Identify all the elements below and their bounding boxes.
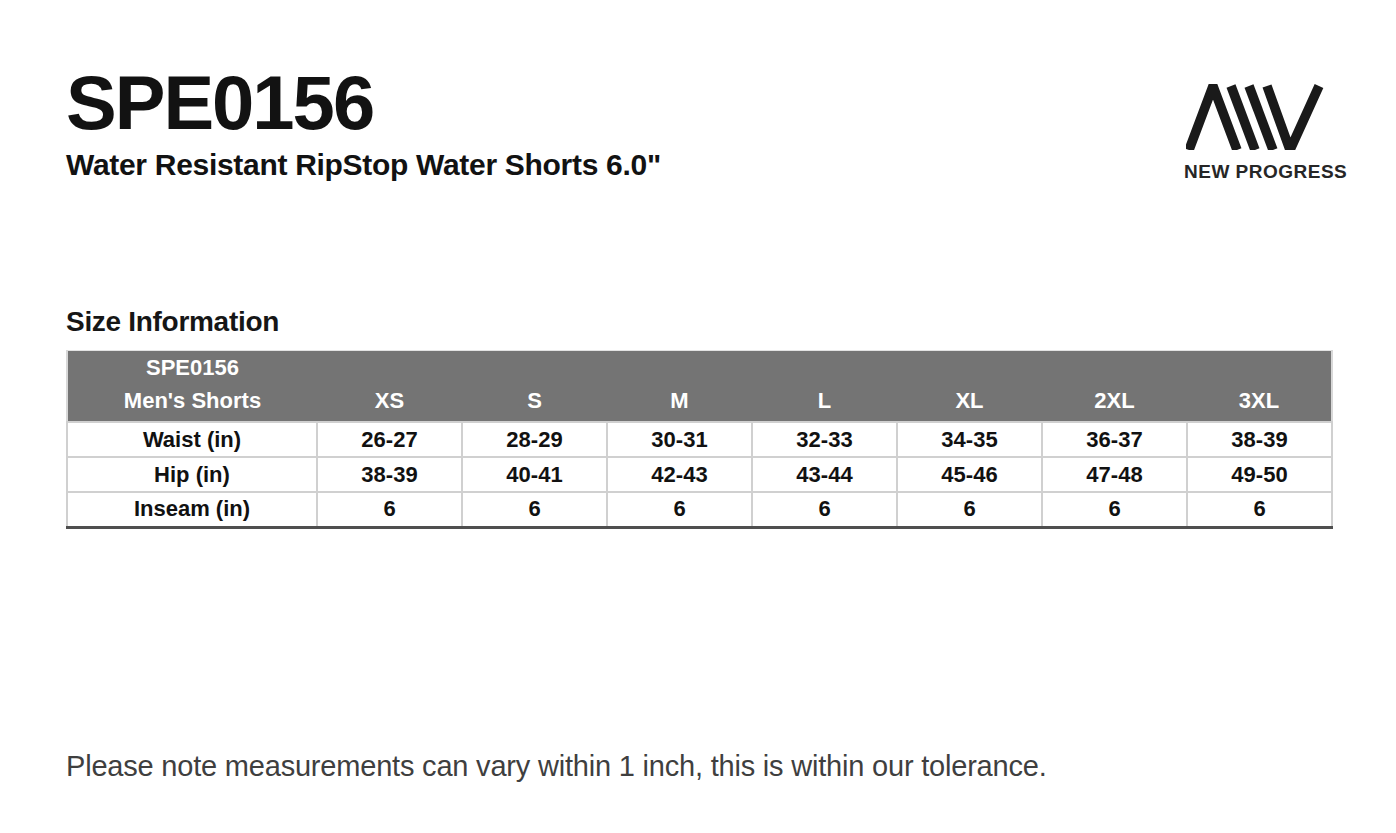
column-header-l: L <box>752 351 897 423</box>
tolerance-note: Please note measurements can vary within… <box>66 750 1047 783</box>
table-cell: 6 <box>1042 492 1187 527</box>
table-cell: 47-48 <box>1042 457 1187 492</box>
table-cell: 38-39 <box>1187 422 1332 457</box>
brand-name: NEW PROGRESS <box>1184 161 1334 183</box>
table-cell: 6 <box>317 492 462 527</box>
diagonal-stripes-logo-icon <box>1186 84 1332 150</box>
product-name: Water Resistant RipStop Water Shorts 6.0… <box>66 148 661 182</box>
row-label-waist: Waist (in) <box>67 422 317 457</box>
table-corner-cell: SPE0156 Men's Shorts <box>67 351 317 423</box>
table-cell: 6 <box>1187 492 1332 527</box>
product-title-block: SPE0156 Water Resistant RipStop Water Sh… <box>66 62 661 182</box>
product-code: SPE0156 <box>66 62 661 144</box>
column-header-s: S <box>462 351 607 423</box>
table-cell: 26-27 <box>317 422 462 457</box>
table-cell: 6 <box>897 492 1042 527</box>
table-row-inseam: Inseam (in) 6 6 6 6 6 6 6 <box>67 492 1332 527</box>
corner-product-code: SPE0156 <box>68 355 317 381</box>
size-table: SPE0156 Men's Shorts XS S M L XL 2XL 3XL… <box>66 350 1333 529</box>
column-header-3xl: 3XL <box>1187 351 1332 423</box>
column-header-2xl: 2XL <box>1042 351 1187 423</box>
table-cell: 38-39 <box>317 457 462 492</box>
table-cell: 6 <box>462 492 607 527</box>
table-cell: 42-43 <box>607 457 752 492</box>
table-cell: 34-35 <box>897 422 1042 457</box>
table-row-waist: Waist (in) 26-27 28-29 30-31 32-33 34-35… <box>67 422 1332 457</box>
table-cell: 32-33 <box>752 422 897 457</box>
table-cell: 28-29 <box>462 422 607 457</box>
table-cell: 36-37 <box>1042 422 1187 457</box>
corner-category: Men's Shorts <box>68 388 317 414</box>
size-chart-page: SPE0156 Water Resistant RipStop Water Sh… <box>0 0 1396 833</box>
column-header-m: M <box>607 351 752 423</box>
row-label-hip: Hip (in) <box>67 457 317 492</box>
row-label-inseam: Inseam (in) <box>67 492 317 527</box>
table-cell: 6 <box>607 492 752 527</box>
section-title: Size Information <box>66 306 279 338</box>
size-table-container: SPE0156 Men's Shorts XS S M L XL 2XL 3XL… <box>66 350 1333 529</box>
table-cell: 30-31 <box>607 422 752 457</box>
brand-logo: NEW PROGRESS <box>1184 84 1334 183</box>
column-header-xl: XL <box>897 351 1042 423</box>
column-header-xs: XS <box>317 351 462 423</box>
table-row-hip: Hip (in) 38-39 40-41 42-43 43-44 45-46 4… <box>67 457 1332 492</box>
table-header-row: SPE0156 Men's Shorts XS S M L XL 2XL 3XL <box>67 351 1332 423</box>
table-cell: 49-50 <box>1187 457 1332 492</box>
table-cell: 45-46 <box>897 457 1042 492</box>
table-cell: 40-41 <box>462 457 607 492</box>
table-cell: 6 <box>752 492 897 527</box>
table-cell: 43-44 <box>752 457 897 492</box>
